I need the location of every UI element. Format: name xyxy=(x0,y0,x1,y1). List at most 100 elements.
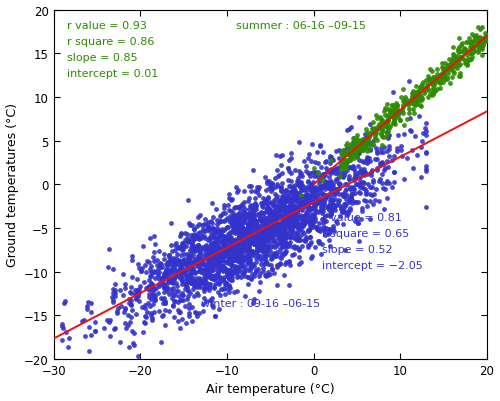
Point xyxy=(416,84,424,90)
Point xyxy=(270,226,278,232)
X-axis label: Air temperature (°C): Air temperature (°C) xyxy=(206,383,334,395)
Point xyxy=(372,146,380,152)
Point xyxy=(282,214,290,221)
Point xyxy=(224,249,232,256)
Point xyxy=(264,215,272,222)
Point xyxy=(208,261,216,268)
Point xyxy=(313,150,321,156)
Point xyxy=(221,238,229,244)
Point xyxy=(366,147,374,153)
Point xyxy=(242,228,250,235)
Point xyxy=(411,134,419,140)
Point xyxy=(190,253,198,259)
Point xyxy=(146,235,154,242)
Point xyxy=(232,205,240,211)
Point xyxy=(243,253,251,259)
Point xyxy=(290,221,298,228)
Point xyxy=(270,222,278,228)
Point xyxy=(311,169,319,176)
Point xyxy=(293,210,301,216)
Point xyxy=(165,279,173,285)
Point xyxy=(271,184,279,191)
Point xyxy=(391,114,399,121)
Point xyxy=(294,216,302,223)
Point xyxy=(366,148,374,154)
Point xyxy=(396,110,404,117)
Point xyxy=(248,215,256,222)
Point xyxy=(176,267,184,274)
Point xyxy=(291,205,299,211)
Point xyxy=(226,284,234,290)
Point xyxy=(344,167,351,173)
Point xyxy=(370,191,378,197)
Point xyxy=(182,266,190,273)
Point xyxy=(394,114,402,120)
Point xyxy=(243,213,251,219)
Point xyxy=(252,207,260,213)
Point xyxy=(283,214,291,220)
Point xyxy=(474,24,482,31)
Point xyxy=(434,79,442,85)
Point xyxy=(246,203,254,209)
Point xyxy=(180,297,188,304)
Point xyxy=(290,243,298,249)
Point xyxy=(441,77,449,83)
Point xyxy=(409,90,417,97)
Point xyxy=(290,211,298,217)
Point xyxy=(246,255,254,261)
Point xyxy=(212,255,220,261)
Point xyxy=(299,217,307,223)
Point xyxy=(348,164,356,171)
Point xyxy=(170,275,178,282)
Point xyxy=(251,239,259,245)
Point xyxy=(133,276,141,282)
Point xyxy=(362,189,370,195)
Point xyxy=(166,267,174,274)
Point xyxy=(271,253,279,259)
Point xyxy=(285,183,293,190)
Point xyxy=(214,234,222,240)
Point xyxy=(198,261,206,267)
Point xyxy=(340,160,347,166)
Point xyxy=(220,263,228,269)
Point xyxy=(362,157,370,164)
Point xyxy=(250,271,258,277)
Point xyxy=(106,317,114,324)
Point xyxy=(262,228,270,235)
Point xyxy=(345,152,353,158)
Point xyxy=(255,245,263,251)
Point xyxy=(466,51,474,57)
Point xyxy=(134,291,142,298)
Point xyxy=(297,180,305,186)
Point xyxy=(429,91,437,97)
Point xyxy=(240,242,248,249)
Point xyxy=(242,214,250,221)
Point xyxy=(182,251,190,257)
Point xyxy=(288,211,296,217)
Point xyxy=(314,220,322,226)
Point xyxy=(378,142,386,148)
Point xyxy=(202,279,209,286)
Point xyxy=(346,154,354,161)
Point xyxy=(184,259,192,265)
Point xyxy=(200,257,207,263)
Point xyxy=(236,237,244,244)
Point xyxy=(180,269,188,275)
Point xyxy=(344,150,352,157)
Point xyxy=(168,276,175,283)
Point xyxy=(273,193,281,199)
Point xyxy=(212,235,220,242)
Point xyxy=(305,151,313,158)
Point xyxy=(84,299,92,306)
Point xyxy=(168,257,176,263)
Point xyxy=(281,205,289,211)
Point xyxy=(214,247,222,253)
Point xyxy=(279,226,287,232)
Point xyxy=(160,282,168,288)
Point xyxy=(158,313,166,319)
Point xyxy=(240,210,248,217)
Point xyxy=(215,265,223,271)
Point xyxy=(262,229,270,235)
Point xyxy=(214,270,222,276)
Point xyxy=(357,139,365,146)
